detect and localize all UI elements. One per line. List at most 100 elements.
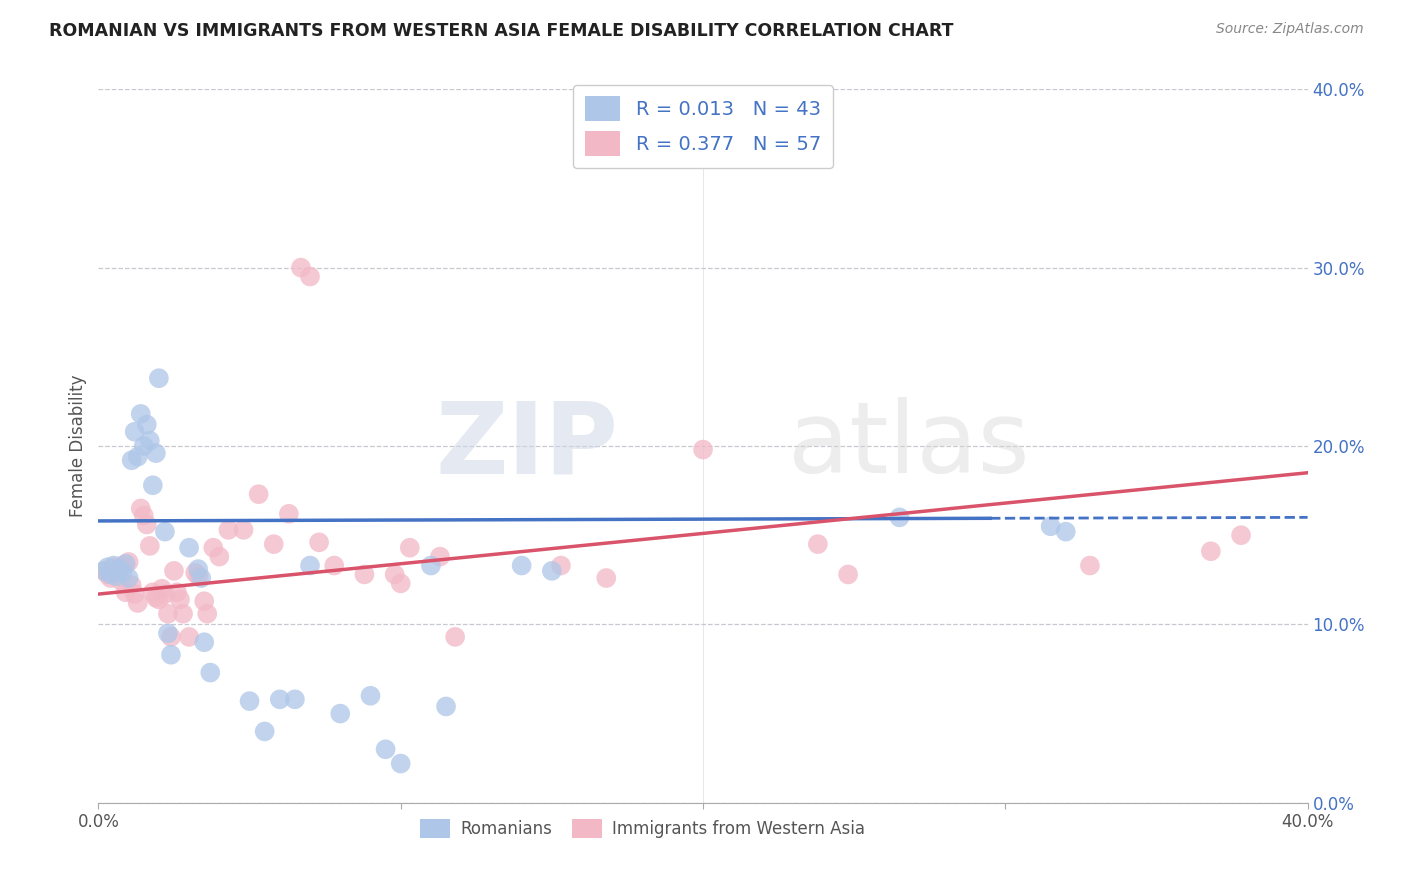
- Point: [156, 626, 179, 640]
- Point: [232, 523, 254, 537]
- Point: [129, 501, 152, 516]
- Point: [1078, 558, 1101, 573]
- Point: [253, 724, 276, 739]
- Point: [135, 517, 157, 532]
- Point: [195, 607, 218, 621]
- Point: [166, 585, 188, 599]
- Point: [172, 607, 194, 621]
- Point: [114, 557, 136, 571]
- Point: [692, 442, 714, 457]
- Point: [118, 571, 141, 585]
- Point: [1199, 544, 1222, 558]
- Point: [308, 535, 330, 549]
- Point: [263, 537, 285, 551]
- Text: Source: ZipAtlas.com: Source: ZipAtlas.com: [1216, 22, 1364, 37]
- Point: [121, 578, 143, 592]
- Point: [96, 560, 118, 574]
- Point: [299, 269, 322, 284]
- Point: [807, 537, 830, 551]
- Point: [187, 562, 209, 576]
- Point: [142, 585, 165, 599]
- Point: [111, 566, 134, 580]
- Point: [160, 648, 183, 662]
- Point: [184, 566, 207, 580]
- Point: [124, 587, 146, 601]
- Point: [145, 591, 167, 605]
- Point: [420, 558, 443, 573]
- Point: [132, 508, 155, 523]
- Point: [132, 439, 155, 453]
- Point: [269, 692, 291, 706]
- Point: [111, 558, 134, 573]
- Point: [93, 564, 115, 578]
- Point: [105, 566, 128, 580]
- Point: [284, 692, 307, 706]
- Point: [389, 576, 412, 591]
- Point: [142, 478, 165, 492]
- Point: [153, 587, 176, 601]
- Point: [100, 571, 122, 585]
- Point: [179, 541, 201, 555]
- Point: [208, 549, 231, 564]
- Point: [444, 630, 467, 644]
- Point: [153, 524, 176, 539]
- Point: [190, 571, 212, 585]
- Point: [124, 425, 146, 439]
- Point: [193, 635, 215, 649]
- Point: [145, 446, 167, 460]
- Point: [299, 558, 322, 573]
- Point: [108, 573, 131, 587]
- Point: [139, 539, 162, 553]
- Point: [889, 510, 911, 524]
- Point: [135, 417, 157, 432]
- Point: [127, 450, 149, 464]
- Point: [121, 453, 143, 467]
- Point: [353, 567, 375, 582]
- Point: [217, 523, 239, 537]
- Text: ZIP: ZIP: [436, 398, 619, 494]
- Point: [360, 689, 382, 703]
- Point: [187, 569, 209, 583]
- Point: [398, 541, 420, 555]
- Point: [96, 567, 118, 582]
- Point: [103, 558, 125, 573]
- Point: [103, 560, 125, 574]
- Point: [169, 592, 191, 607]
- Point: [179, 630, 201, 644]
- Point: [108, 562, 131, 576]
- Point: [129, 407, 152, 421]
- Point: [139, 434, 162, 448]
- Point: [323, 558, 346, 573]
- Point: [247, 487, 270, 501]
- Text: ROMANIAN VS IMMIGRANTS FROM WESTERN ASIA FEMALE DISABILITY CORRELATION CHART: ROMANIAN VS IMMIGRANTS FROM WESTERN ASIA…: [49, 22, 953, 40]
- Point: [837, 567, 859, 582]
- Legend: Romanians, Immigrants from Western Asia: Romanians, Immigrants from Western Asia: [413, 812, 872, 845]
- Point: [100, 567, 122, 582]
- Text: atlas: atlas: [787, 398, 1029, 494]
- Point: [277, 507, 299, 521]
- Point: [148, 371, 170, 385]
- Point: [202, 541, 225, 555]
- Y-axis label: Female Disability: Female Disability: [69, 375, 87, 517]
- Point: [150, 582, 173, 596]
- Point: [434, 699, 457, 714]
- Point: [389, 756, 412, 771]
- Point: [118, 555, 141, 569]
- Point: [239, 694, 262, 708]
- Point: [384, 567, 406, 582]
- Point: [1230, 528, 1253, 542]
- Point: [1039, 519, 1062, 533]
- Point: [540, 564, 562, 578]
- Point: [595, 571, 617, 585]
- Point: [114, 585, 136, 599]
- Point: [429, 549, 451, 564]
- Point: [550, 558, 572, 573]
- Point: [105, 569, 128, 583]
- Point: [1054, 524, 1077, 539]
- Point: [329, 706, 352, 721]
- Point: [93, 564, 115, 578]
- Point: [374, 742, 396, 756]
- Point: [160, 630, 183, 644]
- Point: [127, 596, 149, 610]
- Point: [148, 592, 170, 607]
